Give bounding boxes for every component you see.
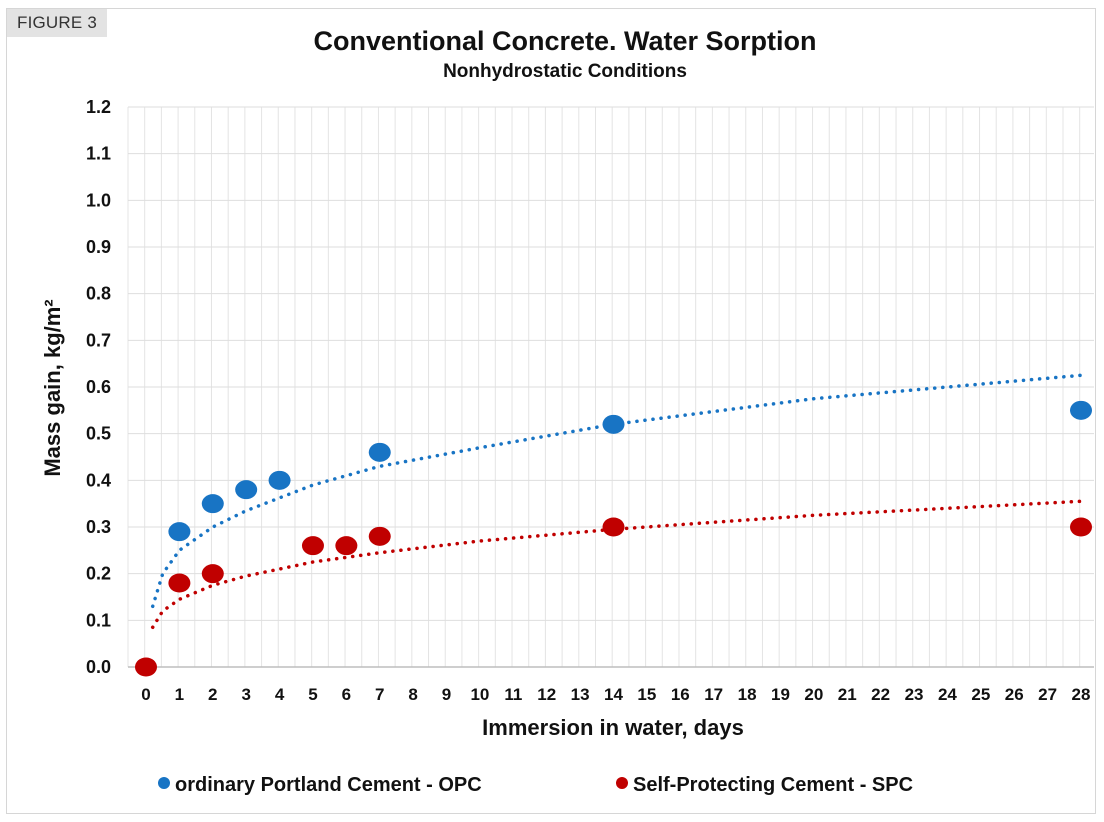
y-tick-label: 0.1: [86, 610, 111, 630]
point-opc: [1070, 400, 1092, 420]
x-tick-label: 14: [604, 685, 623, 704]
legend-marker-spc: [616, 777, 628, 789]
y-axis-label: Mass gain, kg/m²: [40, 299, 65, 476]
y-tick-label: 1.1: [86, 144, 111, 164]
x-tick-label: 19: [771, 685, 790, 704]
trendlines: [150, 373, 1083, 630]
x-tick-label: 18: [738, 685, 757, 704]
y-axis-ticks: 0.0 0.1 0.2 0.3 0.4 0.5 0.6 0.7 0.8 0.9 1.0 1.1 1.2: [86, 97, 111, 677]
trendline-spc: [150, 499, 1083, 630]
point-spc: [135, 657, 157, 677]
y-tick-label: 0.0: [86, 657, 111, 677]
x-tick-label: 22: [871, 685, 890, 704]
x-tick-label: 16: [671, 685, 690, 704]
y-tick-label: 0.5: [86, 424, 111, 444]
point-opc: [235, 480, 258, 500]
x-tick-label: 21: [838, 685, 857, 704]
x-tick-label: 2: [208, 685, 217, 704]
x-tick-label: 10: [470, 685, 489, 704]
trendline-opc: [150, 373, 1083, 609]
grid: [127, 106, 1094, 668]
x-tick-label: 8: [408, 685, 417, 704]
y-tick-label: 0.8: [86, 284, 111, 304]
x-tick-label: 7: [375, 685, 384, 704]
point-opc: [201, 494, 224, 514]
point-spc: [1070, 517, 1092, 537]
point-opc: [168, 522, 191, 542]
y-tick-label: 1.2: [86, 97, 111, 117]
legend-marker-opc: [158, 777, 170, 789]
point-spc: [602, 517, 625, 537]
point-opc: [368, 442, 391, 462]
y-tick-label: 0.3: [86, 517, 111, 537]
x-tick-label: 27: [1038, 685, 1057, 704]
x-axis-label: Immersion in water, days: [482, 715, 744, 740]
y-tick-label: 0.7: [86, 330, 111, 350]
legend: ordinary Portland Cement - OPC Self-Prot…: [158, 774, 913, 796]
x-tick-label: 28: [1072, 685, 1091, 704]
x-tick-label: 17: [704, 685, 723, 704]
point-spc: [301, 536, 324, 556]
y-tick-label: 0.2: [86, 564, 111, 584]
x-tick-label: 12: [537, 685, 556, 704]
x-tick-label: 13: [571, 685, 590, 704]
x-tick-label: 3: [241, 685, 250, 704]
y-tick-label: 1.0: [86, 190, 111, 210]
point-opc: [602, 414, 625, 434]
y-tick-label: 0.6: [86, 377, 111, 397]
chart-title: Conventional Concrete. Water Sorption: [313, 26, 816, 56]
x-tick-label: 15: [637, 685, 656, 704]
y-tick-label: 0.9: [86, 237, 111, 257]
y-tick-label: 0.4: [86, 470, 111, 490]
data-points: [135, 400, 1092, 677]
x-tick-label: 1: [175, 685, 184, 704]
x-tick-label: 24: [938, 685, 957, 704]
point-spc: [168, 573, 191, 593]
x-tick-label: 0: [141, 685, 150, 704]
legend-label-opc: ordinary Portland Cement - OPC: [175, 774, 482, 796]
x-axis-ticks: 0 1 2 3 4 5 6 7 8 9 10 11 12 13 14 15 16 17 18 19 20 21 22 23 24…: [141, 685, 1090, 704]
point-spc: [368, 526, 391, 546]
point-spc: [201, 564, 224, 584]
figure-tag: FIGURE 3: [7, 9, 108, 37]
x-tick-label: 6: [342, 685, 351, 704]
x-tick-label: 9: [442, 685, 451, 704]
x-tick-label: 20: [804, 685, 823, 704]
point-spc: [335, 536, 358, 556]
x-tick-label: 5: [308, 685, 317, 704]
point-opc: [268, 470, 291, 490]
x-tick-label: 23: [905, 685, 924, 704]
chart-subtitle: Nonhydrostatic Conditions: [443, 61, 687, 82]
x-tick-label: 11: [504, 685, 522, 704]
legend-label-spc: Self-Protecting Cement - SPC: [633, 774, 913, 796]
x-tick-label: 4: [275, 685, 285, 704]
x-tick-label: 26: [1005, 685, 1024, 704]
x-tick-label: 25: [971, 685, 990, 704]
